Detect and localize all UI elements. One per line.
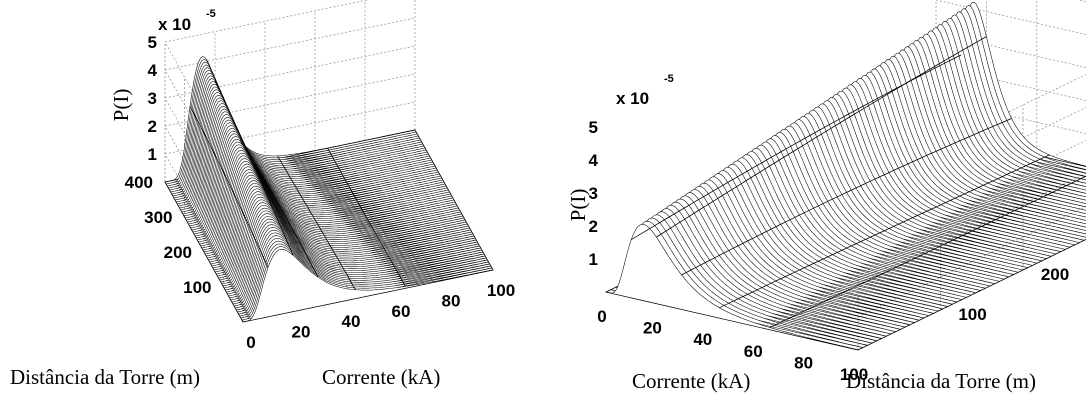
left-y-tick-label: 300 [144, 208, 172, 227]
left-z-tick-label: 3 [148, 89, 157, 108]
left-grid-line [164, 17, 416, 71]
right-surface-curve [605, 224, 859, 351]
right-x-tick-label: 80 [794, 353, 813, 372]
left-surface [164, 56, 494, 323]
left-y-axis-label: Distância da Torre (m) [10, 365, 200, 389]
left-grid-line [164, 73, 416, 127]
right-surface-crossline [719, 154, 1050, 309]
left-surface-curve [242, 249, 494, 323]
right-z-tick-label: 2 [589, 217, 598, 236]
right-grid-line [857, 206, 1086, 318]
left-z-scale-label: x 10 [158, 15, 191, 34]
left-x-axis-label: Corrente (kA) [322, 365, 440, 389]
right-y-tick-label: 100 [958, 305, 986, 324]
right-x-tick-label: 100 [840, 365, 868, 384]
left-z-axis-label: P(I) [109, 89, 133, 122]
right-grid-line [935, 32, 1086, 68]
left-y-tick-label: 100 [183, 278, 211, 297]
left-x-tick-label: 40 [342, 312, 361, 331]
right-z-scale-label: x 10 [616, 89, 649, 108]
right-z-tick-label: 4 [589, 151, 599, 170]
right-grid-line [935, 98, 1086, 134]
left-surface-crossline [214, 80, 294, 256]
right-grid-line [935, 0, 1086, 35]
left-z-tick-label: 1 [148, 145, 157, 164]
left-surface-crossline [277, 155, 356, 290]
left-z-scale-exponent: -5 [206, 8, 216, 20]
right-z-tick-label: 5 [589, 118, 598, 137]
right-grid-line [935, 65, 1086, 101]
right-x-tick-label: 60 [744, 342, 763, 361]
left-x-tick-label: 0 [246, 333, 255, 352]
left-y-tick-label: 200 [164, 243, 192, 262]
left-y-tick-label: 400 [125, 173, 153, 192]
right-y-tick-label: 200 [1041, 265, 1069, 284]
left-surface-crossline [327, 147, 406, 287]
right-x-tick-label: 20 [643, 319, 662, 338]
right-surface-crossline [681, 118, 1012, 276]
left-grid-line [164, 45, 416, 99]
right-surface [605, 1, 1086, 351]
right-z-scale-exponent: -5 [664, 73, 674, 85]
left-x-tick-label: 60 [392, 302, 411, 321]
left-x-tick-label: 80 [442, 291, 461, 310]
left-surface-plot: 0 20 40 60 80 100 100 200 300 400 1 2 3 4 5 [125, 0, 516, 352]
right-x-tick-label: 0 [597, 307, 606, 326]
left-z-tick-label: 4 [148, 61, 158, 80]
right-z-tick-label: 3 [589, 184, 598, 203]
right-z-tick-label: 1 [589, 250, 598, 269]
left-z-tick-label: 5 [148, 33, 157, 52]
left-grid-line [164, 0, 369, 43]
right-x-tick-label: 40 [693, 330, 712, 349]
left-x-tick-label: 20 [292, 323, 311, 342]
left-z-tick-label: 2 [148, 117, 157, 136]
left-surface-crossline [239, 139, 319, 278]
right-x-axis-label: Corrente (kA) [632, 369, 750, 393]
right-z-axis-label: P(I) [566, 189, 590, 222]
left-x-tick-label: 100 [487, 281, 515, 300]
left-grid-line [164, 101, 416, 155]
right-surface-crossline [656, 36, 987, 238]
right-surface-crossline [769, 175, 1086, 328]
right-y-axis-label: Distância da Torre (m) [846, 369, 1036, 393]
left-surface-crossline [189, 106, 269, 268]
left-tick-labels: 0 20 40 60 80 100 100 200 300 400 1 2 3 4 5 [125, 33, 516, 352]
